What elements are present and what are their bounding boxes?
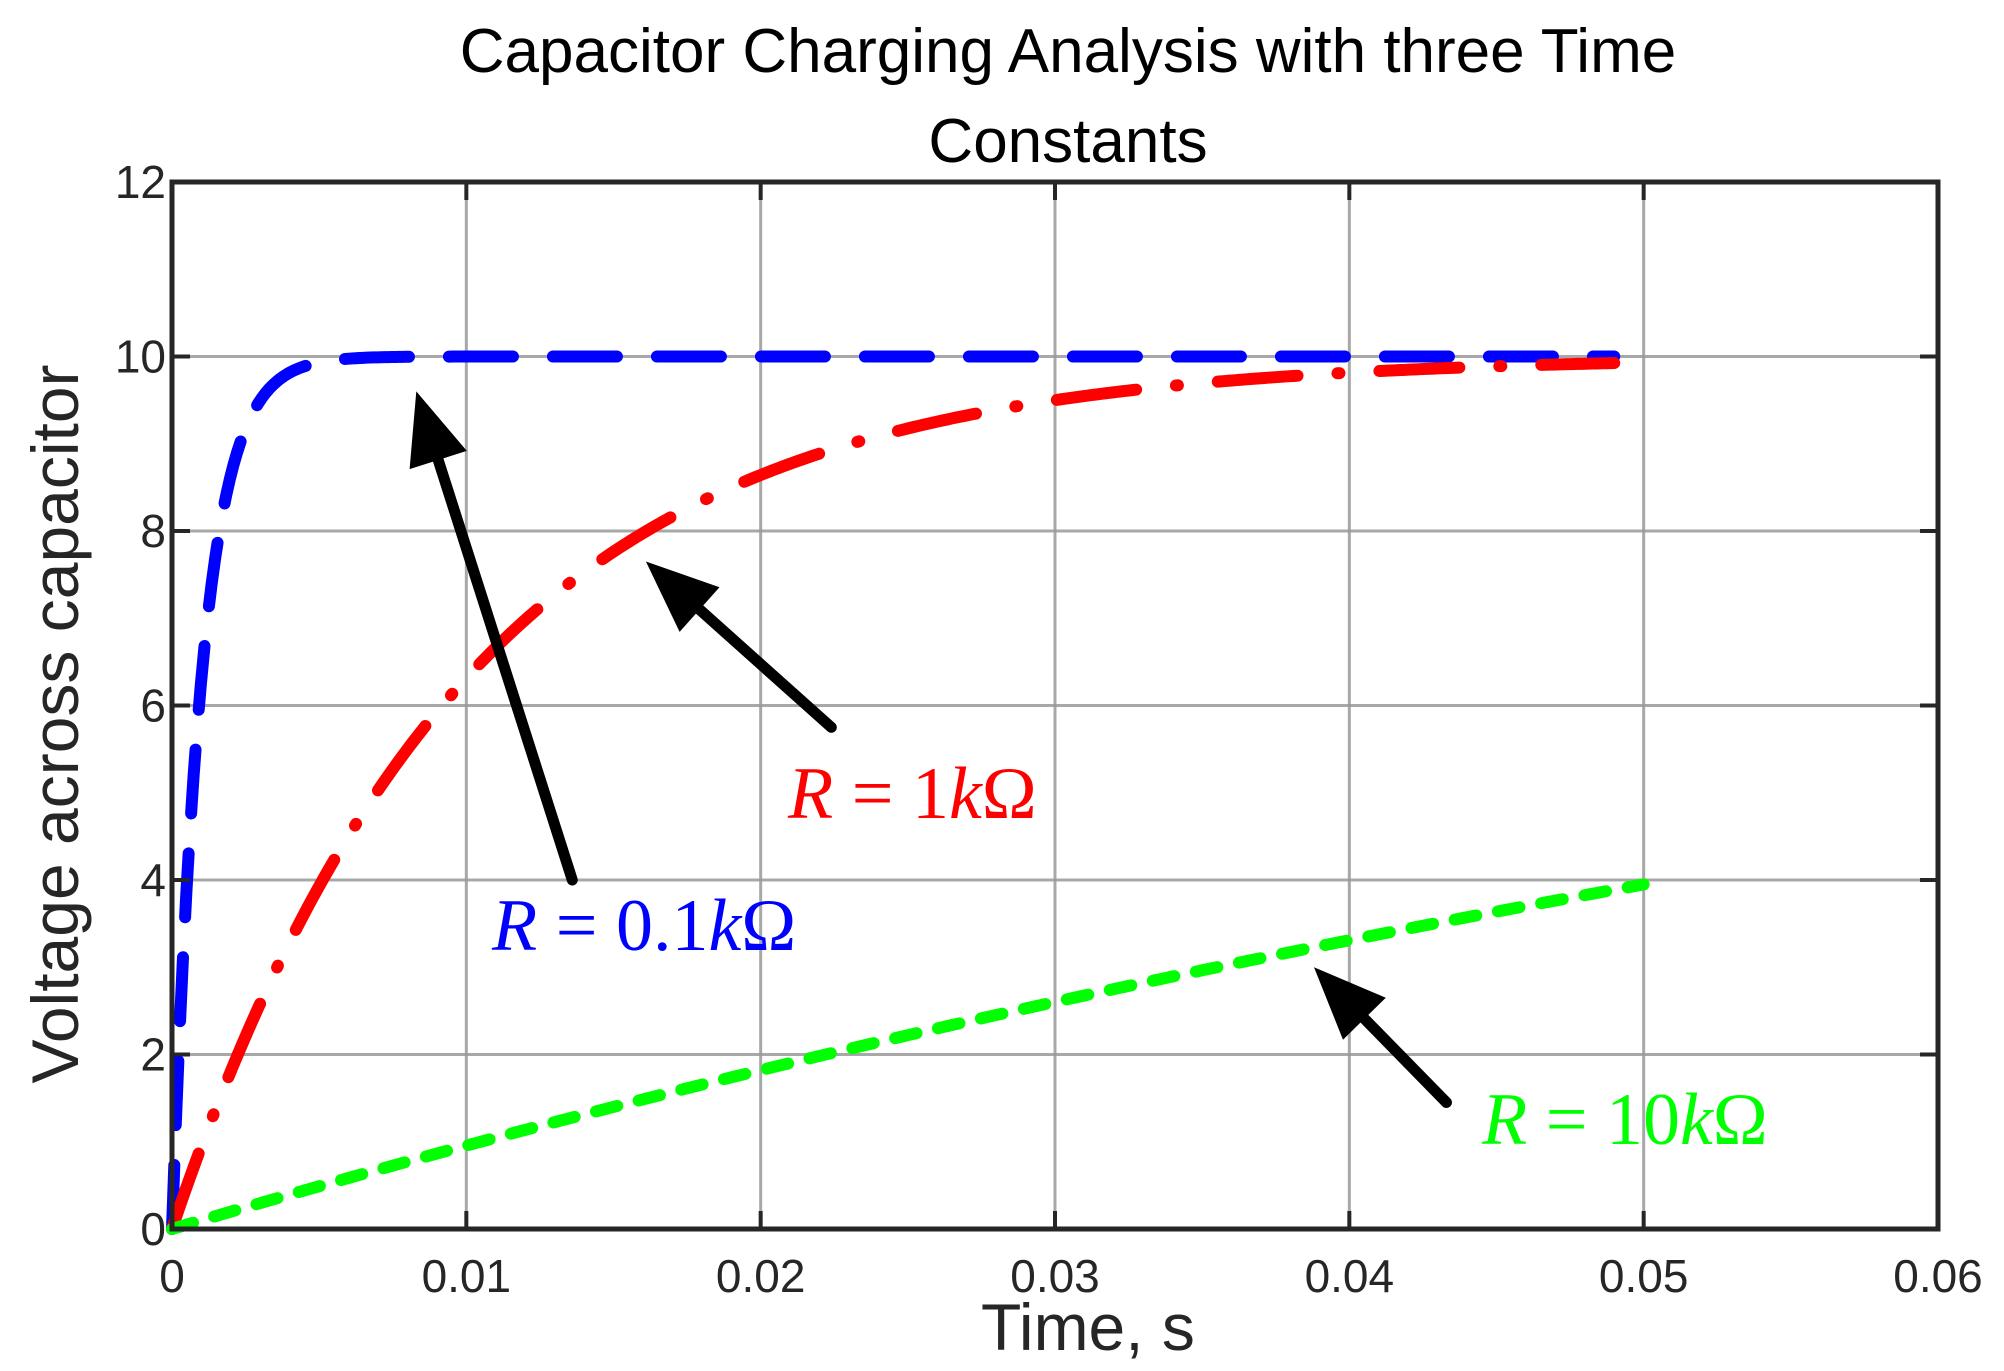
annot-blue-omega: Ω (741, 885, 796, 967)
annot-red-eq: = (833, 753, 912, 835)
y-tick-label: 12 (115, 156, 166, 208)
y-axis-label: Voltage across capacitor (18, 364, 92, 1083)
x-axis-label: Time, s (981, 1290, 1195, 1364)
annot-green-r: R (1481, 1079, 1527, 1161)
series-group (166, 350, 1650, 1235)
annot-blue-r: R (491, 885, 537, 967)
x-tick-label: 0.05 (1599, 1250, 1689, 1302)
annot-green-omega: Ω (1713, 1079, 1768, 1161)
x-tick-labels: 0 0.01 0.02 0.03 0.04 0.05 0.06 (159, 1250, 1983, 1302)
annot-red-r: R (787, 753, 833, 835)
annot-green-k: k (1680, 1079, 1714, 1161)
axis-ticks (170, 180, 1940, 1231)
annotation-r-1k: R = 1kΩ (787, 753, 1037, 835)
y-tick-label: 6 (140, 680, 166, 732)
y-tick-label: 10 (115, 331, 166, 383)
x-tick-label: 0.04 (1305, 1250, 1395, 1302)
y-tick-label: 8 (140, 505, 166, 557)
arrow-head-icon (645, 561, 720, 632)
annot-green-num: 10 (1606, 1079, 1680, 1161)
x-tick-label: 0.03 (1010, 1250, 1100, 1302)
arrow-shaft (1358, 1013, 1452, 1108)
x-tick-label: 0.01 (422, 1250, 512, 1302)
annot-red-omega: Ω (982, 753, 1037, 835)
annotation-r-10k: R = 10kΩ (1481, 1079, 1768, 1161)
annot-red-k: k (949, 753, 983, 835)
chart-title-line-2: Constants (928, 107, 1207, 176)
x-tick-label: 0.02 (716, 1250, 806, 1302)
arrow-head-icon (409, 391, 467, 470)
annotation-arrows (409, 391, 1452, 1108)
arrow-shaft (432, 454, 578, 886)
x-tick-label: 0.06 (1893, 1250, 1983, 1302)
annot-blue-num: 0.1 (616, 885, 709, 967)
y-tick-label: 4 (140, 854, 166, 906)
chart-title-line-1: Capacitor Charging Analysis with three T… (460, 17, 1676, 86)
series-line (166, 350, 1621, 1235)
annotation-r-0-1k: R = 0.1kΩ (491, 885, 796, 967)
annot-blue-k: k (708, 885, 742, 967)
arrow-head-icon (1314, 967, 1386, 1040)
y-tick-labels: 0 2 4 6 8 10 12 (115, 156, 166, 1255)
annot-red-num: 1 (912, 753, 949, 835)
annot-green-eq: = (1527, 1079, 1606, 1161)
y-tick-label: 0 (140, 1203, 166, 1255)
series-line (166, 878, 1650, 1235)
arrow-shaft (694, 604, 837, 733)
y-tick-label: 2 (140, 1029, 166, 1081)
x-tick-label: 0 (159, 1250, 185, 1302)
annot-blue-eq: = (537, 885, 616, 967)
series-line (166, 357, 1621, 1235)
